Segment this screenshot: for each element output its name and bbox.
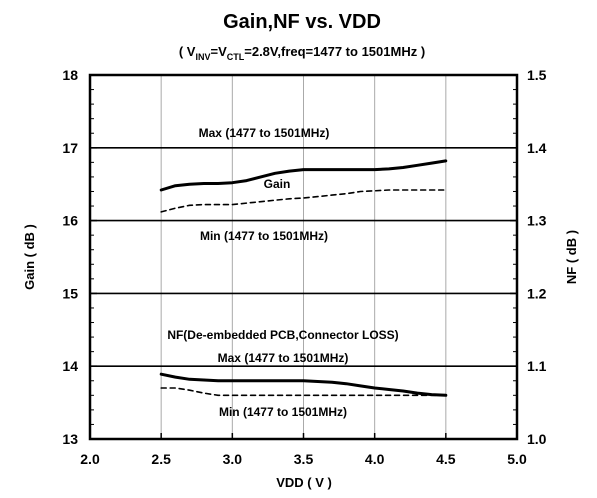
ref-label-gain-max: Max (1477 to 1501MHz) [199, 126, 330, 140]
y-axis-label-left: Gain ( dB ) [22, 224, 37, 290]
chart-subtitle: ( VINV=VCTL=2.8V,freq=1477 to 1501MHz ) [179, 44, 425, 62]
grid-lines [160, 75, 447, 439]
x-tick-label: 3.0 [223, 451, 243, 467]
y-left-tick-label: 17 [62, 140, 78, 156]
ref-label-gain-min: Min (1477 to 1501MHz) [200, 229, 328, 243]
series-line-3 [160, 387, 447, 397]
y-left-tick-label: 18 [62, 67, 78, 83]
x-tick-label: 2.0 [80, 451, 100, 467]
tick-marks [89, 74, 518, 440]
y-right-tick-label: 1.5 [527, 67, 547, 83]
y-left-tick-label: 13 [62, 431, 78, 447]
y-right-tick-label: 1.2 [527, 285, 547, 301]
series-line-1 [160, 189, 447, 213]
ref-label-nf-min: Min (1477 to 1501MHz) [219, 405, 347, 419]
series-lines [159, 159, 448, 397]
series-line-0 [159, 159, 448, 192]
x-tick-label: 5.0 [507, 451, 527, 467]
y-right-tick-label: 1.1 [527, 358, 547, 374]
nf-section-label: NF(De-embedded PCB,Connector LOSS) [167, 328, 398, 342]
tick-labels: 2.0 2.5 3.0 3.5 4.0 4.5 5.0 13 14 15 16 17 18 1.0 1.1 1… [62, 67, 546, 467]
x-tick-label: 4.0 [365, 451, 385, 467]
y-left-tick-label: 15 [62, 285, 78, 301]
gain-series-label: Gain [264, 177, 291, 191]
y-left-tick-label: 16 [62, 213, 78, 229]
x-axis-label: VDD ( V ) [276, 475, 332, 490]
y-right-tick-label: 1.4 [527, 140, 547, 156]
y-axis-label-right: NF ( dB ) [564, 230, 579, 284]
ref-label-nf-max: Max (1477 to 1501MHz) [218, 351, 349, 365]
y-right-tick-label: 1.3 [527, 213, 547, 229]
y-left-tick-label: 14 [62, 358, 78, 374]
reference-lines [90, 147, 517, 368]
x-tick-label: 2.5 [151, 451, 171, 467]
chart-title: Gain,NF vs. VDD [223, 11, 381, 33]
x-tick-label: 3.5 [294, 451, 314, 467]
y-right-tick-label: 1.0 [527, 431, 547, 447]
series-line-2 [159, 372, 448, 397]
x-tick-label: 4.5 [436, 451, 456, 467]
